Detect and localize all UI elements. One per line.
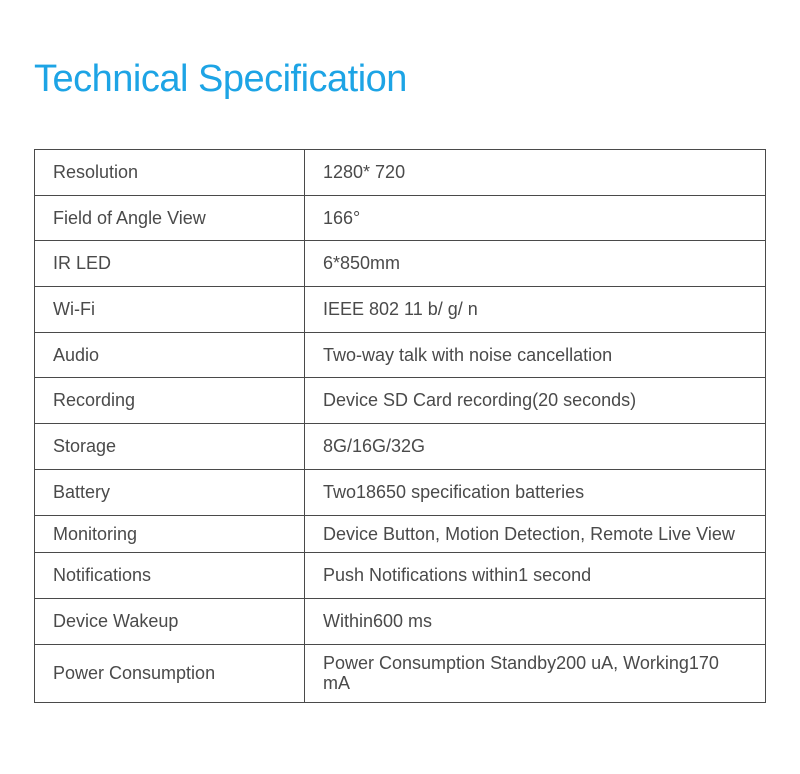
table-row: Notifications Push Notifications within1… [35,553,766,599]
spec-value: Push Notifications within1 second [305,553,766,599]
spec-label: Audio [35,332,305,378]
spec-value: 1280* 720 [305,150,766,196]
spec-table: Resolution 1280* 720 Field of Angle View… [34,149,766,703]
table-row: IR LED 6*850mm [35,241,766,287]
table-row: Wi-Fi IEEE 802 11 b/ g/ n [35,287,766,333]
spec-value: Power Consumption Standby200 uA, Working… [305,644,766,702]
spec-label: IR LED [35,241,305,287]
spec-value: IEEE 802 11 b/ g/ n [305,287,766,333]
spec-value: 8G/16G/32G [305,424,766,470]
spec-value: Device Button, Motion Detection, Remote … [305,515,766,553]
spec-value: Two18650 specification batteries [305,469,766,515]
spec-value: Device SD Card recording(20 seconds) [305,378,766,424]
spec-label: Monitoring [35,515,305,553]
table-row: Field of Angle View 166° [35,195,766,241]
spec-value: 166° [305,195,766,241]
table-row: Power Consumption Power Consumption Stan… [35,644,766,702]
spec-label: Field of Angle View [35,195,305,241]
spec-label: Recording [35,378,305,424]
table-row: Battery Two18650 specification batteries [35,469,766,515]
spec-table-body: Resolution 1280* 720 Field of Angle View… [35,150,766,703]
spec-label: Device Wakeup [35,598,305,644]
spec-label: Wi-Fi [35,287,305,333]
table-row: Storage 8G/16G/32G [35,424,766,470]
spec-label: Battery [35,469,305,515]
spec-label: Power Consumption [35,644,305,702]
spec-label: Notifications [35,553,305,599]
spec-value: 6*850mm [305,241,766,287]
spec-label: Resolution [35,150,305,196]
table-row: Recording Device SD Card recording(20 se… [35,378,766,424]
table-row: Monitoring Device Button, Motion Detecti… [35,515,766,553]
table-row: Resolution 1280* 720 [35,150,766,196]
spec-value: Two-way talk with noise cancellation [305,332,766,378]
page-title: Technical Specification [34,58,766,101]
table-row: Audio Two-way talk with noise cancellati… [35,332,766,378]
spec-value: Within600 ms [305,598,766,644]
table-row: Device Wakeup Within600 ms [35,598,766,644]
spec-label: Storage [35,424,305,470]
